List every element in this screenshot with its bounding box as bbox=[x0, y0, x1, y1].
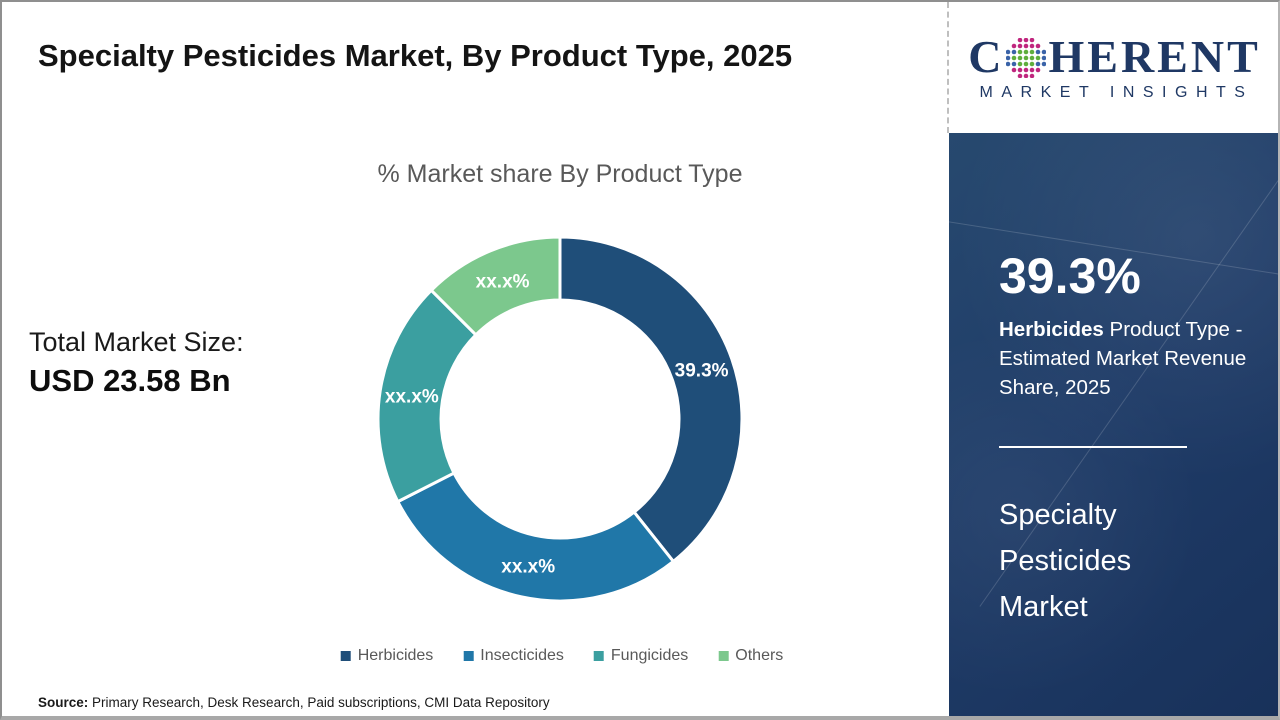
donut-segment-label-others: xx.x% bbox=[476, 271, 530, 292]
page-title: Specialty Pesticides Market, By Product … bbox=[38, 38, 793, 73]
legend-item-fungicides: Fungicides bbox=[593, 647, 689, 665]
donut-segment-label-insecticides: xx.x% bbox=[501, 557, 555, 578]
legend-marker-icon bbox=[340, 651, 351, 661]
source-line: Source: Primary Research, Desk Research,… bbox=[38, 695, 550, 710]
source-text: Primary Research, Desk Research, Paid su… bbox=[88, 695, 550, 710]
total-market-size-label: Total Market Size: bbox=[29, 327, 244, 357]
highlight-stat-description: Herbicides Product Type - Estimated Mark… bbox=[999, 315, 1261, 402]
donut-segment-label-fungicides: xx.x% bbox=[385, 387, 439, 408]
brand-logo-subtitle: MARKET INSIGHTS bbox=[979, 83, 1254, 101]
chart-legend: Herbicides Insecticides Fungicides Others bbox=[340, 647, 783, 665]
donut-segment-herbicides bbox=[558, 235, 744, 563]
legend-label: Insecticides bbox=[480, 647, 564, 664]
sidebar-divider bbox=[999, 446, 1187, 448]
donut-segment-label-herbicides: 39.3% bbox=[675, 361, 729, 382]
dashed-separator bbox=[947, 2, 949, 133]
brand-logo: C HERENT MARKET INSIGHTS bbox=[949, 2, 1278, 133]
globe-dots-icon bbox=[1006, 37, 1047, 78]
donut-segment-insecticides bbox=[396, 471, 675, 603]
brand-logo-wordmark: C HERENT bbox=[968, 30, 1261, 82]
legend-item-insecticides: Insecticides bbox=[463, 647, 564, 665]
highlight-stat-rest: Product Type - Estimated Market Revenue … bbox=[999, 318, 1247, 399]
legend-marker-icon bbox=[463, 651, 474, 661]
logo-letter-c: C bbox=[968, 30, 1005, 82]
legend-label: Herbicides bbox=[357, 647, 434, 664]
total-market-size-block: Total Market Size: USD 23.58 Bn bbox=[29, 327, 244, 399]
logo-letters-herent: HERENT bbox=[1048, 30, 1261, 82]
legend-item-others: Others bbox=[718, 647, 783, 665]
legend-label: Fungicides bbox=[610, 647, 689, 664]
legend-marker-icon bbox=[718, 651, 729, 661]
right-column: C HERENT MARKET INSIGHTS 39.3% Herbicide… bbox=[947, 2, 1278, 716]
donut-segment-others bbox=[429, 235, 562, 337]
source-label: Source: bbox=[38, 695, 89, 710]
donut-chart-svg: 39.3% xx.x% xx.x% xx.x% bbox=[376, 235, 744, 603]
highlight-stat-value: 39.3% bbox=[999, 248, 1141, 304]
legend-marker-icon bbox=[593, 651, 604, 661]
highlight-stat-segment: Herbicides bbox=[999, 318, 1104, 341]
total-market-size-value: USD 23.58 Bn bbox=[29, 363, 231, 398]
legend-label: Others bbox=[735, 647, 784, 664]
donut-chart: 39.3% xx.x% xx.x% xx.x% bbox=[370, 229, 750, 609]
sidebar-panel: 39.3% Herbicides Product Type - Estimate… bbox=[949, 133, 1278, 716]
chart-title: % Market share By Product Type bbox=[377, 160, 743, 188]
legend-item-herbicides: Herbicides bbox=[340, 647, 434, 665]
report-market-name: Specialty Pesticides Market bbox=[999, 499, 1132, 623]
